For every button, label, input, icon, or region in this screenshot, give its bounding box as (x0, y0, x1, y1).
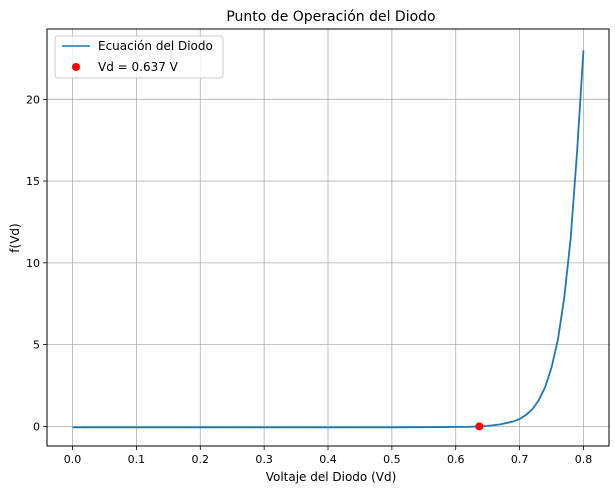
operating-point (475, 422, 484, 431)
y-axis-label: f(Vd) (8, 223, 22, 252)
x-tick-label: 0.0 (64, 453, 82, 466)
x-tick-label: 0.6 (447, 453, 465, 466)
y-tick-label: 20 (26, 93, 40, 106)
x-tick-label: 0.7 (511, 453, 529, 466)
x-tick-label: 0.4 (319, 453, 337, 466)
x-tick-label: 0.1 (128, 453, 146, 466)
x-axis-label: Voltaje del Diodo (Vd) (266, 470, 397, 484)
legend: Ecuación del Diodo Vd = 0.637 V (54, 35, 224, 79)
diode-equation-line (72, 50, 585, 429)
chart-title: Punto de Operación del Diodo (226, 9, 435, 25)
y-axis-ticks: 0 5 10 15 20 (26, 93, 47, 433)
x-tick-label: 0.2 (192, 453, 210, 466)
y-tick-label: 5 (33, 339, 40, 352)
legend-box (54, 35, 224, 79)
legend-point-marker (72, 63, 80, 71)
y-tick-label: 10 (26, 257, 40, 270)
legend-label-line: Ecuación del Diodo (98, 39, 213, 53)
x-axis-ticks: 0.0 0.1 0.2 0.3 0.4 0.5 0.6 0.7 0.8 (64, 446, 592, 466)
grid (47, 29, 609, 446)
x-tick-label: 0.5 (383, 453, 401, 466)
y-tick-label: 0 (33, 420, 40, 433)
x-tick-label: 0.3 (255, 453, 273, 466)
x-tick-label: 0.8 (575, 453, 593, 466)
legend-label-point: Vd = 0.637 V (98, 60, 179, 74)
plot-series (72, 50, 585, 431)
y-tick-label: 15 (26, 175, 40, 188)
